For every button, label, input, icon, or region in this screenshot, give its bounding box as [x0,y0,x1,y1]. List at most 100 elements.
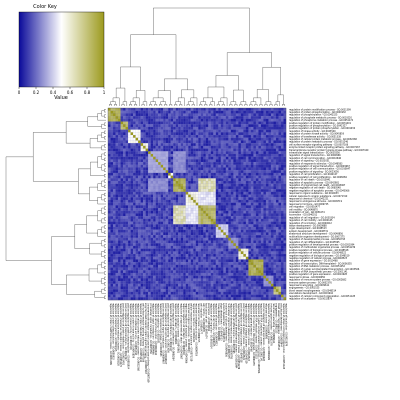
heatmap-cell [163,124,166,128]
heatmap-cell [188,113,191,117]
heatmap-cell [263,281,267,284]
heatmap-cell [130,248,134,252]
heatmap-cell [145,270,149,274]
heatmap-cell [258,186,262,190]
heatmap-cell [250,216,254,220]
heatmap-cell [238,221,242,225]
heatmap-cell [213,129,216,133]
heatmap-cell [228,283,231,287]
heatmap-cell [220,175,224,179]
heatmap-cell [130,156,134,160]
heatmap-cell [233,162,237,165]
heatmap-cell [160,278,164,282]
heatmap-cell [273,240,277,244]
heatmap-cell [228,189,231,192]
heatmap-cell [248,170,252,174]
heatmap-cell [165,210,169,214]
heatmap-cell [190,256,194,260]
heatmap-cell [183,132,186,136]
heatmap-cell [255,132,259,136]
heatmap-cell [128,267,131,271]
heatmap-cell [283,264,287,268]
heatmap-cell [110,286,114,290]
heatmap-cell [115,256,119,260]
heatmap-cell [188,278,191,282]
column-dendrogram-branch [129,104,132,106]
heatmap-cell [123,126,126,130]
heatmap-cell [120,153,124,157]
heatmap-cell [163,156,166,160]
heatmap-cell [145,162,149,165]
heatmap-cell [113,172,116,176]
heatmap-cell [170,289,174,293]
heatmap-cell [233,256,237,260]
heatmap-cell [218,132,221,136]
heatmap-cell [233,137,237,141]
column-dendrogram-branch [256,89,269,102]
heatmap-cell [205,226,209,230]
heatmap-cell [190,197,194,201]
heatmap-cell [263,283,267,287]
heatmap-cell [165,243,169,247]
heatmap-cell [283,129,287,133]
heatmap-cell [213,186,216,190]
heatmap-cell [153,178,156,182]
heatmap-cell [255,289,259,293]
heatmap-cell [135,216,139,220]
heatmap-cell [265,135,269,138]
heatmap-cell [148,132,151,136]
heatmap-cell [113,213,116,217]
heatmap-cell [118,286,121,290]
heatmap-cell [168,289,171,293]
heatmap-cell [183,283,186,287]
heatmap-cell [213,164,216,168]
heatmap-cell [125,143,129,147]
heatmap-cell [208,229,211,233]
heatmap-cell [113,137,116,141]
heatmap-cell [203,256,206,260]
heatmap-cell [265,181,269,184]
heatmap-cell [260,245,264,249]
heatmap-cell [120,118,124,122]
heatmap-cell [120,181,124,184]
heatmap-cell [178,205,181,209]
heatmap-cell [125,272,129,276]
heatmap-cell [198,156,201,160]
heatmap-cell [123,191,126,195]
heatmap-cell [140,210,144,214]
heatmap-cell [223,275,226,279]
heatmap-cell [243,237,247,241]
heatmap-cell [228,240,231,244]
heatmap-cell [280,172,284,176]
heatmap-cell [118,135,121,138]
heatmap-cell [208,181,211,184]
heatmap-cell [248,286,252,290]
heatmap-cell [180,272,184,276]
heatmap-cell [190,232,194,236]
heatmap-cell [215,235,219,238]
heatmap-cell [133,121,136,125]
heatmap-cell [133,256,136,260]
heatmap-cell [233,135,237,138]
heatmap-cell [210,162,214,165]
heatmap-cell [183,116,186,119]
heatmap-cell [173,235,176,238]
heatmap-cell [140,202,144,206]
heatmap-cell [108,197,111,201]
heatmap-cell [133,178,136,182]
heatmap-cell [220,205,224,209]
heatmap-cell [263,278,267,282]
heatmap-cell [203,135,206,138]
heatmap-cell [223,213,226,217]
heatmap-cell [175,172,179,176]
heatmap-cell [153,229,156,233]
heatmap-cell [235,137,239,141]
heatmap-cell [235,143,239,147]
heatmap-cell [203,202,206,206]
heatmap-cell [215,156,219,160]
heatmap-cell [208,197,211,201]
heatmap-cell [175,213,179,217]
heatmap-cell [263,151,267,155]
heatmap-cell [118,267,121,271]
heatmap-cell [205,205,209,209]
